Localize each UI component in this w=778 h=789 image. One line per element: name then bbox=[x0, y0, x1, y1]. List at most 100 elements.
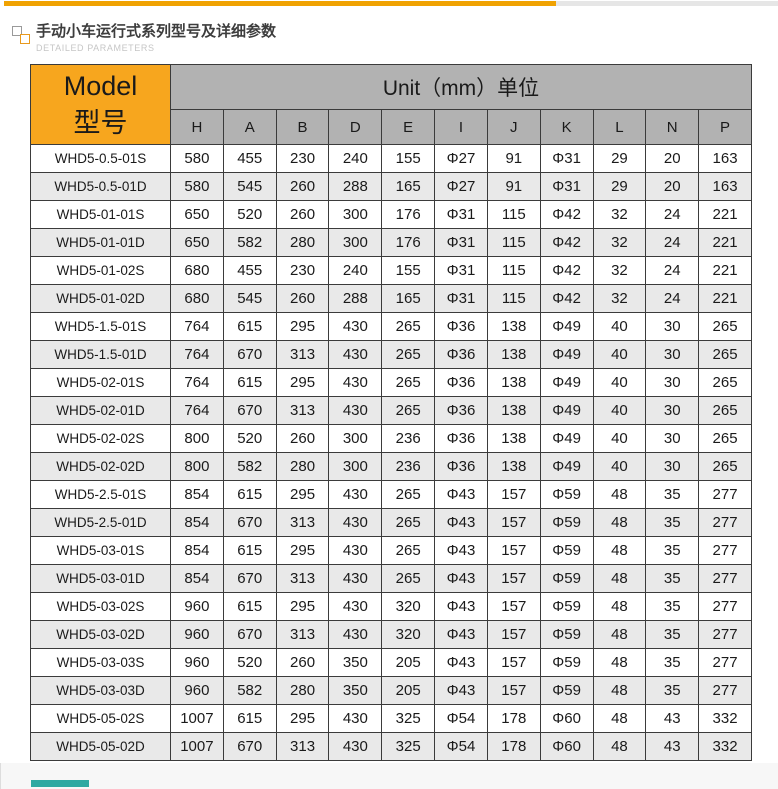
value-cell: Φ59 bbox=[539, 620, 594, 649]
value-cell: 265 bbox=[698, 424, 752, 453]
value-cell: 35 bbox=[645, 648, 700, 677]
value-cell: 277 bbox=[698, 676, 752, 705]
value-cell: 265 bbox=[381, 340, 436, 369]
value-cell: 430 bbox=[328, 312, 383, 341]
value-cell: 265 bbox=[698, 368, 752, 397]
top-accent-bar bbox=[0, 1, 778, 6]
model-cell: WHD5-05-02S bbox=[30, 704, 171, 733]
model-cell: WHD5-01-02D bbox=[30, 284, 171, 313]
value-cell: 280 bbox=[275, 452, 330, 481]
value-cell: 48 bbox=[592, 676, 647, 705]
value-cell: 430 bbox=[328, 620, 383, 649]
model-header-en: Model bbox=[63, 71, 138, 102]
value-cell: 300 bbox=[328, 228, 383, 257]
table-row: WHD5-03-01D 854 670 313 430 265 Φ43 157 Φ59 48 35 2… bbox=[30, 564, 752, 593]
value-cell: 35 bbox=[645, 564, 700, 593]
value-cell: 165 bbox=[381, 284, 436, 313]
value-cell: 265 bbox=[381, 312, 436, 341]
value-cell: 35 bbox=[645, 508, 700, 537]
value-cell: 313 bbox=[275, 732, 330, 761]
value-cell: 350 bbox=[328, 648, 383, 677]
table-row: WHD5-01-02S 680 455 230 240 155 Φ31 115 Φ42 32 24 2… bbox=[30, 256, 752, 285]
value-cell: 430 bbox=[328, 340, 383, 369]
value-cell: 1007 bbox=[170, 704, 224, 733]
value-cell: 230 bbox=[275, 144, 330, 173]
value-cell: 300 bbox=[328, 200, 383, 229]
value-cell: 240 bbox=[328, 256, 383, 285]
value-cell: 295 bbox=[275, 704, 330, 733]
value-cell: 854 bbox=[170, 536, 224, 565]
value-cell: 350 bbox=[328, 676, 383, 705]
model-cell: WHD5-02-01D bbox=[30, 396, 171, 425]
value-cell: 24 bbox=[645, 200, 700, 229]
value-cell: Φ27 bbox=[434, 144, 488, 173]
column-header-e: E bbox=[381, 109, 436, 145]
value-cell: 430 bbox=[328, 732, 383, 761]
value-cell: 764 bbox=[170, 368, 224, 397]
value-cell: Φ36 bbox=[434, 424, 488, 453]
value-cell: 313 bbox=[275, 564, 330, 593]
value-cell: 580 bbox=[170, 144, 224, 173]
value-cell: 615 bbox=[222, 368, 277, 397]
value-cell: Φ59 bbox=[539, 648, 594, 677]
model-cell: WHD5-05-02D bbox=[30, 732, 171, 761]
value-cell: 40 bbox=[592, 452, 647, 481]
value-cell: 40 bbox=[592, 312, 647, 341]
value-cell: Φ59 bbox=[539, 676, 594, 705]
value-cell: Φ43 bbox=[434, 592, 488, 621]
value-cell: 30 bbox=[645, 452, 700, 481]
model-cell: WHD5-02-01S bbox=[30, 368, 171, 397]
value-cell: 265 bbox=[381, 396, 436, 425]
table-row: WHD5-1.5-01D 764 670 313 430 265 Φ36 138 Φ49 40 30… bbox=[30, 340, 752, 369]
column-header-p: P bbox=[698, 109, 752, 145]
column-header-j: J bbox=[486, 109, 541, 145]
value-cell: 138 bbox=[486, 368, 541, 397]
value-cell: Φ42 bbox=[539, 256, 594, 285]
value-cell: 800 bbox=[170, 424, 224, 453]
value-cell: 265 bbox=[698, 340, 752, 369]
value-cell: Φ54 bbox=[434, 704, 488, 733]
table-row: WHD5-03-02S 960 615 295 430 320 Φ43 157 Φ59 48 35 2… bbox=[30, 592, 752, 621]
value-cell: 960 bbox=[170, 676, 224, 705]
value-cell: 260 bbox=[275, 424, 330, 453]
value-cell: 288 bbox=[328, 284, 383, 313]
value-cell: 221 bbox=[698, 200, 752, 229]
value-cell: 300 bbox=[328, 424, 383, 453]
value-cell: 35 bbox=[645, 536, 700, 565]
model-cell: WHD5-03-03S bbox=[30, 648, 171, 677]
overlapping-squares-icon bbox=[12, 26, 30, 44]
value-cell: 277 bbox=[698, 592, 752, 621]
value-cell: 764 bbox=[170, 396, 224, 425]
value-cell: 230 bbox=[275, 256, 330, 285]
table-row: WHD5-02-01D 764 670 313 430 265 Φ36 138 Φ49 40 30 2… bbox=[30, 396, 752, 425]
value-cell: 854 bbox=[170, 480, 224, 509]
value-cell: 91 bbox=[486, 172, 541, 201]
value-cell: 236 bbox=[381, 452, 436, 481]
table-row: WHD5-05-02D 1007 670 313 430 325 Φ54 178 Φ60 48 43… bbox=[30, 732, 752, 761]
value-cell: 115 bbox=[486, 284, 541, 313]
model-cell: WHD5-1.5-01D bbox=[30, 340, 171, 369]
table-row: WHD5-0.5-01S 580 455 230 240 155 Φ27 91 Φ31 29 20 1… bbox=[30, 144, 752, 173]
value-cell: 176 bbox=[381, 200, 436, 229]
value-cell: 582 bbox=[222, 676, 277, 705]
value-cell: 138 bbox=[486, 452, 541, 481]
value-cell: 277 bbox=[698, 536, 752, 565]
value-cell: 138 bbox=[486, 340, 541, 369]
value-cell: 545 bbox=[222, 172, 277, 201]
value-cell: Φ31 bbox=[434, 200, 488, 229]
model-cell: WHD5-03-01S bbox=[30, 536, 171, 565]
value-cell: 320 bbox=[381, 620, 436, 649]
value-cell: 280 bbox=[275, 228, 330, 257]
value-cell: 280 bbox=[275, 676, 330, 705]
table-row: WHD5-2.5-01S 854 615 295 430 265 Φ43 157 Φ59 48 35… bbox=[30, 480, 752, 509]
value-cell: 277 bbox=[698, 480, 752, 509]
value-cell: 670 bbox=[222, 508, 277, 537]
value-cell: Φ31 bbox=[539, 172, 594, 201]
value-cell: 43 bbox=[645, 732, 700, 761]
value-cell: 115 bbox=[486, 200, 541, 229]
value-cell: Φ54 bbox=[434, 732, 488, 761]
value-cell: 221 bbox=[698, 256, 752, 285]
value-cell: 43 bbox=[645, 704, 700, 733]
value-cell: 265 bbox=[381, 564, 436, 593]
value-cell: 800 bbox=[170, 452, 224, 481]
